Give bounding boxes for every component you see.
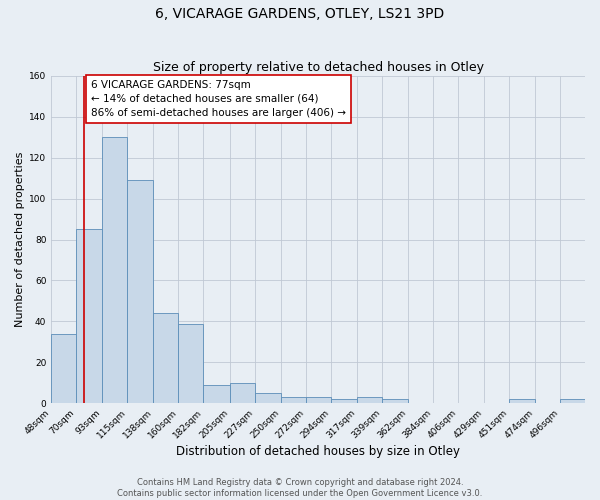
Bar [560,400,585,404]
Bar [154,314,178,404]
Bar [509,400,535,404]
Bar [357,397,382,404]
Bar [305,397,331,404]
Title: Size of property relative to detached houses in Otley: Size of property relative to detached ho… [152,62,484,74]
Bar [103,137,127,404]
Bar [178,324,203,404]
Bar [51,334,76,404]
Text: 6 VICARAGE GARDENS: 77sqm
← 14% of detached houses are smaller (64)
86% of semi-: 6 VICARAGE GARDENS: 77sqm ← 14% of detac… [91,80,346,118]
Bar [230,383,254,404]
Bar [203,385,230,404]
X-axis label: Distribution of detached houses by size in Otley: Distribution of detached houses by size … [176,444,460,458]
Bar [254,393,281,404]
Text: Contains HM Land Registry data © Crown copyright and database right 2024.
Contai: Contains HM Land Registry data © Crown c… [118,478,482,498]
Bar [127,180,154,404]
Bar [76,230,103,404]
Y-axis label: Number of detached properties: Number of detached properties [15,152,25,327]
Bar [331,400,357,404]
Bar [382,400,408,404]
Bar [281,397,305,404]
Text: 6, VICARAGE GARDENS, OTLEY, LS21 3PD: 6, VICARAGE GARDENS, OTLEY, LS21 3PD [155,8,445,22]
